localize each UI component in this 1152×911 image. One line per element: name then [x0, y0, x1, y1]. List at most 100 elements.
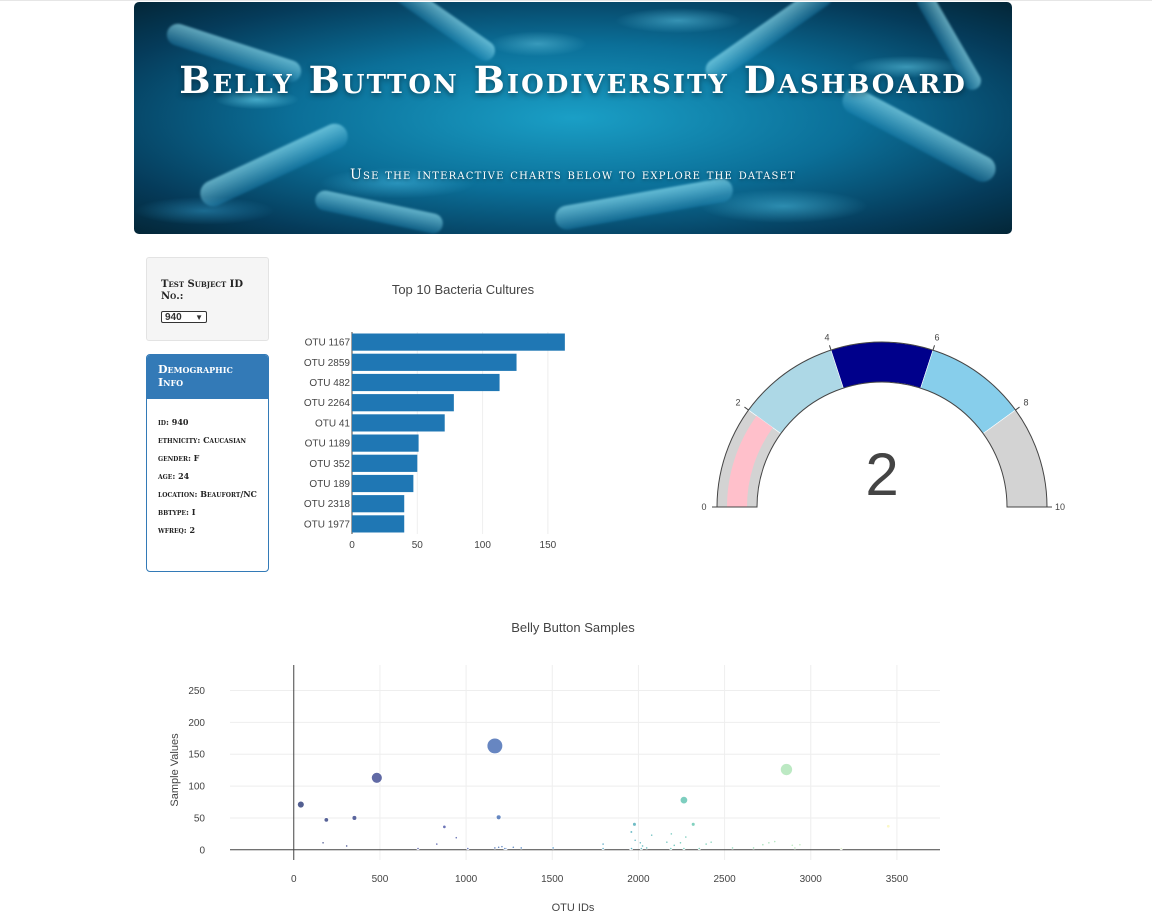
bubble-x-tick-label: 0 [291, 874, 297, 885]
bubble-x-tick-label: 3000 [800, 874, 823, 885]
bubble [682, 846, 686, 851]
bubble [669, 846, 673, 851]
samples-bubble-chart[interactable]: Belly Button Samples 0 500 1000 1500 2000 250… [150, 610, 970, 911]
bubble [669, 832, 673, 836]
demo-row-id: id: 940 [158, 417, 189, 427]
bubble [633, 838, 637, 842]
bubble [672, 843, 676, 847]
bar [352, 495, 405, 513]
bar-category-label: OTU 1977 [304, 519, 351, 530]
bar [352, 414, 445, 432]
bubble [640, 844, 645, 848]
bar [352, 333, 565, 351]
bubble-y-tick-label: 150 [188, 750, 205, 761]
bar [352, 353, 517, 371]
demo-row-bbtype: bbtype: I [158, 507, 196, 517]
bubble [679, 795, 689, 805]
gauge-tick-label: 6 [934, 333, 939, 343]
bubble [370, 771, 383, 784]
subject-selector-panel: Test Subject ID No.: 940 ▼ [146, 257, 269, 341]
bubble-y-tick-label: 100 [188, 782, 205, 793]
bubble-x-tick-label: 2000 [627, 874, 650, 885]
bubble [767, 841, 771, 845]
bubble [751, 846, 756, 850]
bubble [629, 830, 634, 834]
bubble [486, 737, 504, 755]
gauge-tick-label: 2 [735, 397, 740, 407]
bubble [645, 846, 649, 850]
bubble [495, 814, 502, 821]
bubble-y-tick-label: 200 [188, 718, 205, 729]
gauge-tick-label: 0 [701, 502, 706, 512]
gauge-tick-label: 10 [1055, 502, 1065, 512]
gauge-tick-label: 8 [1023, 397, 1028, 407]
bar-x-tick-label: 150 [540, 540, 557, 551]
bubble [886, 824, 891, 829]
bubble [435, 842, 439, 846]
bar-category-label: OTU 1167 [305, 338, 351, 349]
bar-category-label: OTU 1189 [305, 439, 351, 450]
bubble [519, 846, 523, 850]
bubble [297, 800, 305, 809]
bar-chart-title: Top 10 Bacteria Cultures [392, 282, 535, 297]
bubble [665, 840, 669, 844]
bar [352, 454, 418, 472]
bar-category-label: OTU 352 [309, 459, 350, 470]
bar [352, 434, 419, 452]
gauge-tick [932, 345, 936, 351]
jumbotron-header: Belly Button Biodiversity Dashboard Use … [134, 2, 1012, 234]
bubble [650, 833, 654, 837]
demographic-info-panel: Demographic Info id: 940 ethnicity: Cauc… [146, 354, 269, 572]
bubble [466, 846, 470, 851]
bubble [351, 815, 358, 821]
subject-id-label: Test Subject ID No.: [161, 279, 244, 302]
bubble-y-axis-title: Sample Values [169, 733, 181, 807]
bubble-x-tick-label: 1500 [541, 874, 564, 885]
bar-category-label: OTU 2859 [304, 358, 351, 369]
bar-x-tick-label: 0 [349, 540, 355, 551]
gauge-tick [744, 406, 749, 411]
gauge-tick-label: 4 [824, 333, 829, 343]
bubble [798, 843, 802, 847]
wash-frequency-gauge[interactable]: 0 2 4 6 8 10 2 [690, 320, 1090, 530]
bubble [704, 842, 708, 846]
dashboard-subtitle: Use the interactive charts below to expl… [350, 167, 796, 183]
top10-bar-chart[interactable]: Top 10 Bacteria Cultures OTU 1167 OTU 285… [290, 270, 590, 560]
bubble [454, 836, 458, 840]
bubble [442, 824, 447, 829]
bubble [601, 842, 605, 846]
subject-id-selected: 940 [165, 312, 182, 323]
bubble-x-tick-label: 500 [372, 874, 389, 885]
bubble-y-tick-label: 50 [194, 813, 206, 824]
demo-row-wfreq: wfreq: 2 [158, 525, 196, 535]
chevron-down-icon: ▼ [195, 313, 203, 322]
bubble [790, 843, 794, 847]
bubble [497, 845, 501, 849]
bar-category-label: OTU 482 [309, 378, 350, 389]
top-divider [0, 0, 1152, 1]
bubble [690, 821, 696, 827]
bubble [678, 841, 683, 845]
bubble-x-axis-title: OTU IDs [552, 902, 595, 911]
bubble [639, 846, 643, 851]
gauge-tick [1015, 406, 1020, 411]
demo-row-age: age: 24 [158, 471, 190, 481]
bar-x-tick-label: 50 [412, 540, 424, 551]
subject-id-dropdown[interactable]: 940 ▼ [161, 311, 207, 323]
bubble [321, 841, 325, 845]
bubble [761, 843, 765, 847]
bubble-x-tick-label: 1000 [455, 874, 478, 885]
bar [352, 515, 405, 533]
bar-category-label: OTU 41 [315, 418, 350, 429]
bubble [511, 845, 515, 849]
bar [352, 373, 500, 392]
bubble [629, 846, 634, 851]
bubble [697, 846, 701, 851]
demo-row-location: location: Beaufort/NC [158, 489, 257, 499]
gauge-outline [716, 341, 1048, 508]
bubble [773, 839, 777, 844]
bubble-chart-title: Belly Button Samples [511, 620, 635, 635]
bubble [503, 846, 507, 851]
bubble [345, 844, 349, 848]
dashboard-title: Belly Button Biodiversity Dashboard [179, 58, 967, 102]
